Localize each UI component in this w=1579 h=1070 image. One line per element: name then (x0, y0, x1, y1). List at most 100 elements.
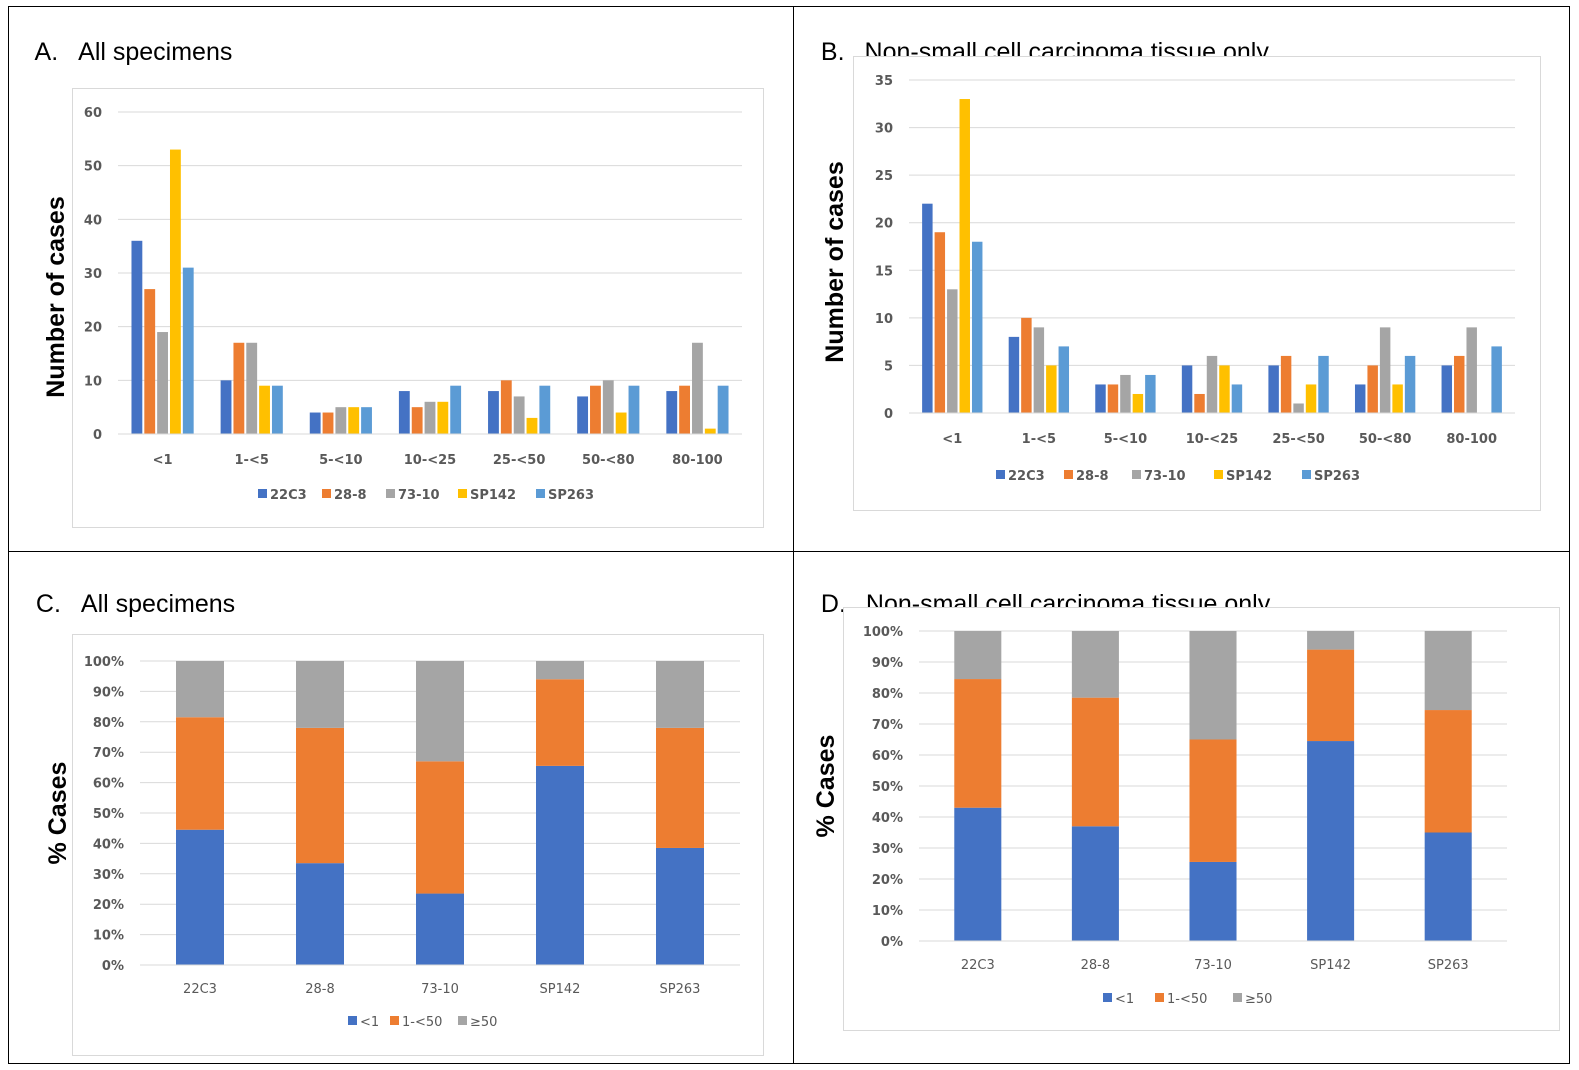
chart-b-bar (1206, 355, 1218, 413)
chart-c-ytick-label: 30% (93, 868, 124, 883)
chart-b-bar (1008, 336, 1020, 413)
chart-a-bar (157, 332, 168, 434)
chart-c-category-label: SP263 (660, 982, 701, 997)
panel-c-letter: C. (35, 590, 61, 618)
chart-c-legend-label: 1-<50 (402, 1015, 442, 1030)
chart-c-bar-segment (416, 761, 464, 894)
chart-d-bar-segment (1307, 649, 1355, 742)
chart-b-bar (934, 232, 946, 413)
chart-d-legend-swatch (1155, 993, 1164, 1002)
chart-c-category-label: 73-10 (421, 982, 459, 997)
panel-d-letter: D. (820, 590, 846, 618)
chart-a-ytick-label: 20 (84, 321, 102, 336)
chart-a-bar (144, 289, 156, 434)
chart-b-bar (1132, 393, 1144, 413)
chart-c-bar-segment (656, 847, 704, 965)
chart-b-bar (1466, 327, 1477, 413)
chart-b-category-label: <1 (942, 432, 962, 447)
chart-b-legend-swatch (1064, 470, 1073, 479)
chart-d-legend-label: 1-<50 (1167, 992, 1207, 1007)
chart-d-ytick-label: 10% (872, 904, 903, 919)
chart-d-bar-segment (1071, 826, 1119, 941)
frame-bottom (8, 1063, 1570, 1064)
chart-d-bar-segment (954, 807, 1002, 941)
chart-b-bar (1280, 355, 1292, 413)
chart-c-ytick-label: 80% (93, 716, 124, 731)
chart-c-legend-label: ≥50 (470, 1015, 497, 1030)
chart-a-ytick-label: 0 (93, 428, 102, 443)
chart-c-bar-segment (656, 727, 704, 848)
chart-a-category-label: 25-<50 (493, 453, 545, 468)
chart-b-ytick-label: 0 (884, 407, 893, 422)
chart-a-bar (398, 391, 410, 434)
chart-d-legend-label: ≥50 (1245, 992, 1272, 1007)
chart-a-bar (704, 428, 716, 434)
chart-d-ylabel: % Cases (812, 735, 840, 838)
chart-a-bar (169, 149, 181, 435)
chart-a-legend-label: SP142 (470, 488, 516, 503)
chart-a-bar (424, 401, 436, 434)
chart-a-bar (271, 385, 283, 434)
chart-a-legend-label: 28-8 (334, 488, 367, 503)
chart-a-bar (539, 385, 551, 434)
chart-c-bar-segment (176, 661, 224, 718)
chart-a-legend-swatch (458, 489, 467, 498)
chart-a-legend-swatch (536, 489, 545, 498)
chart-d-legend-label: <1 (1115, 992, 1134, 1007)
panel-b-letter: B. (820, 38, 845, 66)
chart-b-legend-label: SP142 (1226, 469, 1272, 484)
chart-d-ytick-label: 80% (872, 687, 903, 702)
chart-c-legend-swatch (458, 1016, 467, 1025)
chart-b-ytick-label: 20 (875, 217, 893, 232)
chart-b-bar (1219, 365, 1230, 413)
chart-d-bar-segment (1424, 631, 1472, 711)
chart-b-bar (922, 203, 933, 413)
chart-c-bar-segment (536, 661, 584, 680)
chart-b-bar (1293, 403, 1304, 413)
chart-a-legend-swatch (258, 489, 267, 498)
chart-b-bar (1033, 327, 1045, 413)
chart-b-ylabel: Number of cases (821, 161, 849, 362)
chart-b-ytick-label: 15 (875, 264, 893, 279)
chart-d-bar-segment (1071, 697, 1119, 827)
chart-b-ytick-label: 25 (875, 169, 893, 184)
chart-b-bar (947, 289, 958, 413)
chart-c-bar-segment (536, 765, 584, 965)
frame-right (1569, 6, 1570, 1064)
chart-b-bar (1354, 384, 1366, 413)
chart-c-category-label: 22C3 (183, 982, 217, 997)
chart-a-bar (692, 342, 703, 434)
chart-a-bar (233, 342, 245, 434)
chart-b-bar (1441, 365, 1453, 413)
chart-c-bar-segment (296, 661, 344, 728)
chart-d-ytick-label: 90% (872, 656, 903, 671)
chart-a-legend-label: 73-10 (398, 488, 440, 503)
frame-middle-vertical (793, 6, 794, 1064)
chart-b-ytick-label: 30 (875, 122, 893, 137)
chart-c-legend-swatch (390, 1016, 399, 1025)
chart-c-bar-segment (536, 679, 584, 766)
frame-middle-horizontal (8, 551, 1570, 552)
chart-a-bar (500, 380, 512, 434)
chart-d-ytick-label: 60% (872, 749, 903, 764)
panel-a-letter: A. (34, 38, 59, 66)
chart-a-legend-label: 22C3 (270, 488, 307, 503)
chart-a-category-label: 10-<25 (404, 453, 456, 468)
chart-b-bar (1404, 355, 1416, 413)
chart-a-bar (182, 267, 194, 434)
chart-d-bar-segment (1424, 832, 1472, 941)
chart-c-ylabel: % Cases (44, 762, 72, 865)
chart-a-category-label: 5-<10 (319, 453, 362, 468)
chart-b-category-label: 80-100 (1446, 432, 1497, 447)
chart-b-bar (1318, 355, 1329, 413)
chart-a-legend-label: SP263 (548, 488, 594, 503)
chart-a-bar (602, 380, 614, 434)
chart-b-category-label: 10-<25 (1186, 432, 1238, 447)
chart-c-legend-label: <1 (360, 1015, 379, 1030)
chart-a-category-label: 1-<5 (235, 453, 269, 468)
chart-a-ytick-label: 50 (84, 160, 102, 175)
chart-b-bar (1107, 384, 1119, 413)
chart-c-ytick-label: 40% (93, 837, 124, 852)
chart-a-bar (666, 391, 678, 434)
chart-c-bar-segment (296, 863, 344, 965)
